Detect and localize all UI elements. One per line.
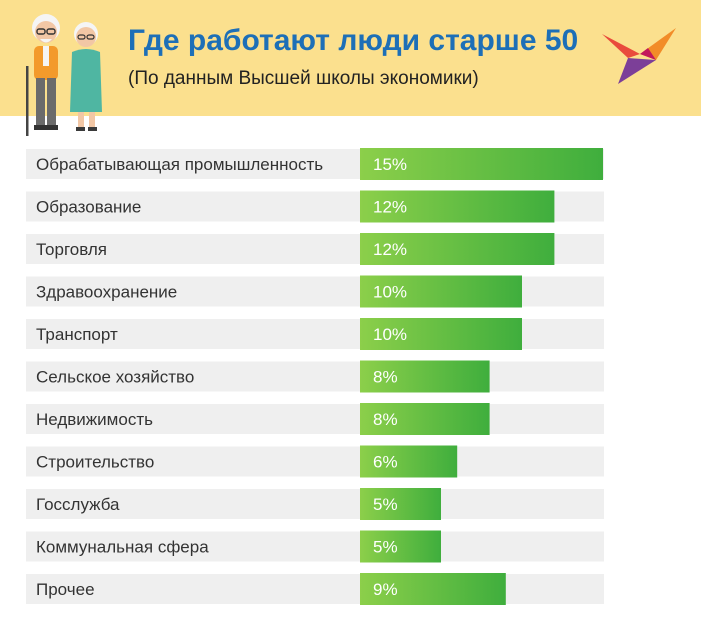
row-background — [26, 361, 604, 392]
category-label: Транспорт — [36, 325, 118, 344]
data-bar — [360, 318, 522, 350]
data-bar — [360, 573, 506, 605]
value-label: 5% — [373, 495, 398, 514]
row-background — [26, 446, 604, 477]
value-label: 5% — [373, 538, 398, 557]
value-label: 8% — [373, 410, 398, 429]
row-background — [26, 574, 604, 604]
chart-subtitle: (По данным Высшей школы экономики) — [128, 68, 479, 89]
category-label: Недвижимость — [36, 410, 153, 429]
data-bar — [360, 445, 458, 478]
value-label: 10% — [373, 325, 407, 344]
data-bar — [360, 148, 603, 180]
row-background — [26, 531, 604, 562]
data-bar — [360, 360, 490, 393]
elderly-couple-illustration — [26, 14, 102, 136]
category-label: Обрабатывающая промышленность — [36, 155, 323, 174]
row-background — [26, 404, 604, 434]
category-label: Здравоохранение — [36, 283, 177, 302]
header-band — [0, 0, 701, 116]
data-bar — [360, 233, 555, 265]
value-label: 9% — [373, 580, 398, 599]
data-bar — [360, 530, 441, 563]
category-label: Госслужба — [36, 495, 120, 514]
category-label: Коммунальная сфера — [36, 538, 209, 557]
value-label: 8% — [373, 368, 398, 387]
data-bar — [360, 190, 555, 223]
category-label: Строительство — [36, 453, 154, 472]
value-label: 12% — [373, 240, 407, 259]
value-label: 6% — [373, 453, 398, 472]
value-label: 15% — [373, 155, 407, 174]
value-label: 12% — [373, 198, 407, 217]
row-background — [26, 489, 604, 519]
data-bar — [360, 275, 522, 308]
data-bar — [360, 488, 441, 520]
bird-logo-icon — [602, 28, 676, 84]
value-label: 10% — [373, 283, 407, 302]
category-label: Прочее — [36, 580, 95, 599]
data-bar — [360, 403, 490, 435]
chart-title: Где работают люди старше 50 — [128, 24, 579, 57]
category-label: Торговля — [36, 240, 107, 259]
category-label: Образование — [36, 198, 141, 217]
category-label: Сельское хозяйство — [36, 368, 194, 387]
